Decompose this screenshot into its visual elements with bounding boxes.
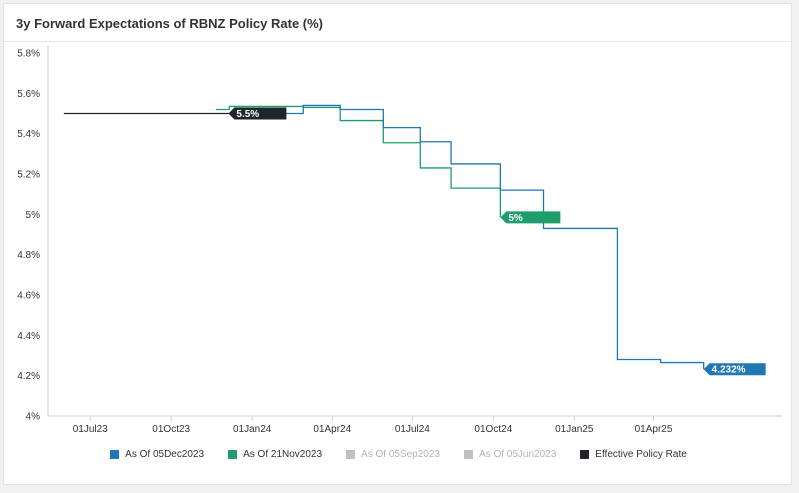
end-label-box	[703, 363, 766, 376]
y-tick-label: 5.4%	[17, 129, 40, 140]
x-tick-label: 01Jan24	[233, 424, 272, 435]
legend-swatch	[110, 450, 120, 459]
legend-label: Effective Policy Rate	[595, 449, 687, 460]
legend-item[interactable]: As Of 05Sep2023	[346, 449, 440, 460]
legend-label: As Of 05Dec2023	[125, 449, 205, 460]
legend-swatch	[464, 450, 473, 459]
title-divider	[4, 41, 791, 42]
x-tick-label: 01Oct23	[152, 424, 190, 435]
legend-item[interactable]: Effective Policy Rate	[580, 449, 687, 460]
chart-plot: 4% 4.2% 4.4% 4.6% 4.8% 5% 5.2% 5.4% 5.6% 5.8% 01Ju…	[17, 45, 782, 435]
end-label-text: 5%	[508, 213, 523, 224]
x-tick-label: 01Oct24	[474, 424, 512, 435]
x-tick-label: 01Jul24	[395, 424, 430, 435]
legend-swatch	[228, 450, 238, 459]
legend-label: As Of 21Nov2023	[243, 449, 323, 460]
legend-swatch	[346, 450, 356, 459]
legend-label: As Of 05Sep2023	[361, 449, 440, 460]
legend-item[interactable]: As Of 05Dec2023	[110, 449, 204, 460]
legend-item[interactable]: As Of 05Jun2023	[464, 449, 556, 460]
legend-swatch	[580, 450, 590, 459]
legend-item[interactable]: As Of 21Nov2023	[228, 449, 322, 460]
series-end-label: 5%	[500, 211, 561, 224]
series-end-label: 5.5%	[228, 107, 287, 120]
end-label-text: 5.5%	[236, 109, 259, 120]
y-tick-label: 5.6%	[17, 89, 40, 100]
series-line	[228, 104, 705, 370]
chart-card: 3y Forward Expectations of RBNZ Policy R…	[3, 3, 792, 485]
x-tick-label: 01Jul23	[73, 424, 108, 435]
chart-title: 3y Forward Expectations of RBNZ Policy R…	[16, 16, 324, 31]
series-line	[216, 105, 502, 218]
end-label-text: 4.232%	[712, 365, 746, 376]
x-tick-label: 01Apr25	[635, 424, 673, 435]
series-end-label: 4.232%	[703, 363, 766, 376]
x-tick-label: 01Jan25	[555, 424, 594, 435]
y-tick-label: 4.6%	[17, 291, 40, 302]
y-tick-label: 5.2%	[17, 170, 40, 181]
x-tick-label: 01Apr24	[313, 424, 351, 435]
end-label-box	[228, 107, 287, 120]
legend-label: As Of 05Jun2023	[479, 449, 557, 460]
y-tick-label: 4.2%	[17, 371, 40, 382]
y-tick-label: 5.8%	[17, 49, 40, 60]
end-label-box	[500, 211, 561, 224]
y-tick-label: 4.4%	[17, 331, 40, 342]
chart-legend: As Of 05Dec2023 As Of 21Nov2023 As Of 05Se…	[4, 449, 793, 460]
y-tick-label: 5%	[26, 210, 41, 221]
y-tick-label: 4.8%	[17, 250, 40, 261]
y-tick-label: 4%	[26, 412, 41, 423]
